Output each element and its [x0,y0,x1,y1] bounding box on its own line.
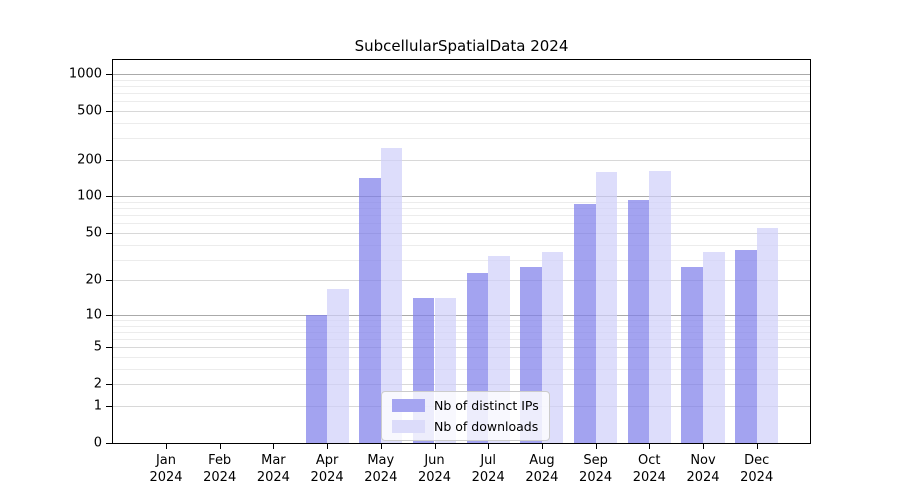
x-tick-label-jan-2024: Jan 2024 [149,453,183,485]
bar-distinct-ips-dec [735,250,757,443]
gridline-minor [113,325,810,327]
legend-swatch-distinct-ips [392,399,425,412]
gridline-minor [113,202,810,204]
bar-downloads-dec [756,227,779,443]
gridline-50 [113,232,810,234]
bar-distinct-ips-apr [305,314,328,443]
y-tick-label-100: 100 [77,188,102,204]
y-tick-mark [106,280,112,282]
bar-distinct-ips-oct [627,200,650,443]
y-tick-label-500: 500 [77,103,102,119]
gridline-minor [113,92,810,94]
y-tick-label-5: 5 [93,339,102,355]
x-tick-label-nov-2024: Nov 2024 [686,453,720,485]
x-tick-label-dec-2024: Dec 2024 [740,453,774,485]
x-tick-mark [380,444,382,449]
gridline-minor [113,320,810,321]
x-tick-mark [595,444,597,449]
legend-entry: Nb of distinct IPs [392,398,539,413]
x-tick-mark [166,444,167,449]
legend-swatch-downloads [392,420,425,433]
y-tick-label-10: 10 [85,307,102,323]
bar-downloads-may [380,147,403,443]
gridline-minor [113,208,810,210]
y-tick-mark [106,232,112,234]
y-tick-label-200: 200 [77,152,102,168]
x-tick-label-feb-2024: Feb 2024 [203,453,237,485]
x-tick-label-jun-2024: Jun 2024 [417,453,452,485]
y-tick-label-20: 20 [85,272,102,288]
gridline-minor [113,101,810,103]
x-tick-label-sep-2024: Sep 2024 [579,453,613,485]
x-tick-mark [327,444,329,449]
x-tick-label-mar-2024: Mar 2024 [256,453,290,485]
gridline-minor [113,357,810,359]
legend-label-distinct-ips: Nb of distinct IPs [434,398,539,413]
x-tick-mark [434,444,436,449]
x-tick-label-aug-2024: Aug 2024 [525,453,559,485]
y-tick-label-50: 50 [85,225,102,241]
x-tick-label-apr-2024: Apr 2024 [310,453,344,485]
gridline-minor [113,331,810,333]
x-tick-mark [541,444,543,449]
legend: Nb of distinct IPs Nb of downloads [381,391,550,441]
gridline-minor [113,122,810,124]
x-tick-mark [219,444,221,449]
gridline-2 [113,384,810,386]
gridline-1000 [113,73,810,75]
x-tick-mark [703,444,704,449]
bar-downloads-apr [327,288,349,443]
gridline-minor [113,85,810,87]
y-tick-mark [106,405,112,407]
gridline-minor [113,215,810,217]
gridline-5 [113,347,810,349]
gridline-minor [113,223,810,225]
gridline-500 [113,110,810,112]
y-tick-mark [106,384,112,386]
gridline-minor [113,244,810,246]
x-tick-label-oct-2024: Oct 2024 [632,453,666,485]
y-tick-label-0: 0 [93,435,102,451]
y-tick-mark [106,347,112,349]
y-tick-label-1: 1 [93,398,102,414]
bar-downloads-sep [595,172,618,443]
bar-downloads-nov [703,251,725,443]
y-tick-mark [106,314,112,316]
x-tick-mark [649,444,651,449]
y-tick-mark [106,196,112,198]
bar-distinct-ips-sep [574,203,596,443]
bar-distinct-ips-may [359,177,381,443]
gridline-minor [113,339,810,341]
gridline-minor [113,138,810,140]
legend-entry: Nb of downloads [392,419,539,434]
gridline-minor [113,79,810,81]
gridline-minor [113,259,810,261]
x-tick-mark [273,444,275,449]
y-tick-mark [106,443,112,444]
legend-label-downloads: Nb of downloads [434,419,539,434]
x-tick-mark [756,444,758,449]
chart-title: SubcellularSpatialData 2024 [354,37,569,55]
gridline-200 [113,159,810,161]
x-tick-label-may-2024: May 2024 [364,453,398,485]
bar-distinct-ips-nov [681,266,703,443]
y-tick-label-1000: 1000 [68,66,102,82]
y-tick-mark [106,73,112,75]
gridline-minor [113,368,810,370]
x-tick-mark [488,444,490,449]
y-tick-mark [106,110,112,112]
x-tick-label-jul-2024: Jul 2024 [471,453,505,485]
plot-area [112,59,811,444]
gridline-100 [113,196,810,198]
gridline-20 [113,280,810,282]
bar-downloads-oct [649,170,671,443]
gridline-10 [113,314,810,316]
y-tick-mark [106,159,112,161]
y-tick-label-2: 2 [93,376,102,392]
